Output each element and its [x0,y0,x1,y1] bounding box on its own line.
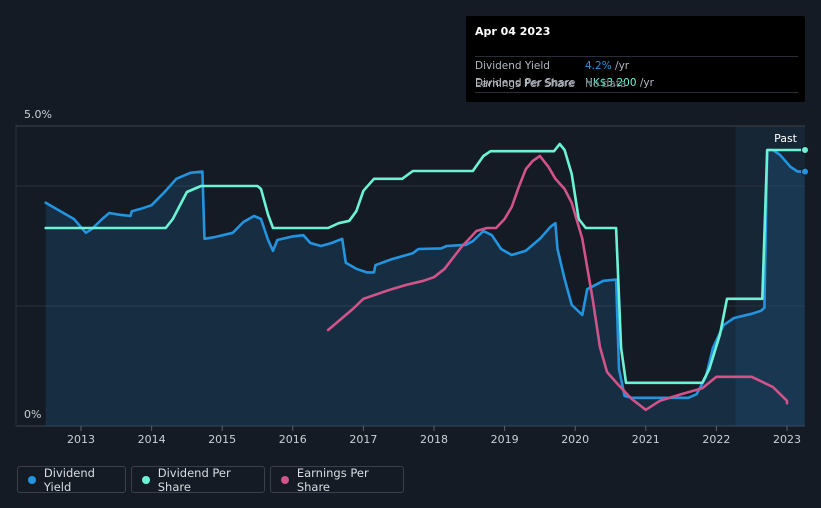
legend-dividend-per-share[interactable]: Dividend Per Share [131,465,265,494]
y-axis-bottom-label: 0% [24,408,41,421]
tooltip-row-dividend-yield: Dividend Yield 4.2% /yr [475,56,798,75]
series-line-earnings-per-share [326,154,789,412]
x-axis-ticks: 2013 2014 2015 2016 2017 2018 2019 2020 2021 2022… [67,426,801,446]
legend-earnings-per-share[interactable]: Earnings Per Share [270,465,404,494]
x-tick-label: 2023 [773,433,801,446]
series-end-marker [801,146,809,154]
legend-dot-icon [281,475,289,484]
legend-dot-icon [28,475,36,484]
x-tick-label: 2015 [208,433,236,446]
x-tick-label: 2014 [138,433,166,446]
tooltip-date: Apr 04 2023 [475,25,551,38]
tooltip-value: 4.2% /yr [585,60,630,72]
tooltip-value: HK$3.200 /yr [585,77,654,89]
x-tick-label: 2022 [702,433,730,446]
tooltip-value: No data [585,78,627,90]
x-tick-label: 2016 [279,433,307,446]
x-tick-label: 2021 [632,433,660,446]
tooltip-row-earnings-per-share: Earnings Per Share No data [475,78,798,93]
series-line-dividend-per-share [44,142,806,385]
x-tick-label: 2020 [561,433,589,446]
past-label: Past [774,132,798,145]
legend-dividend-yield[interactable]: Dividend Yield [17,465,126,494]
y-axis-top-label: 5.0% [24,108,52,121]
tooltip: Apr 04 2023 Dividend Yield 4.2% /yr Divi… [466,16,805,102]
x-tick-label: 2013 [67,433,95,446]
legend-label: Dividend Yield [43,465,95,494]
legend-label: Dividend Per Share [157,465,231,494]
legend-label: Earnings Per Share [296,465,369,494]
tooltip-label: Dividend Per Share [475,77,576,89]
legend-dot-icon [142,475,150,484]
series-group [44,142,809,426]
gridlines [15,124,805,427]
tooltip-label: Dividend Yield [475,60,550,72]
series-end-marker [801,167,809,176]
tooltip-label: Earnings Per Share [475,78,575,90]
series-area-dividend-yield [45,150,805,426]
x-tick-label: 2018 [420,433,448,446]
tooltip-row-dividend-per-share: Dividend Per Share HK$3.200 /yr [475,74,798,92]
x-tick-label: 2019 [491,433,519,446]
x-tick-label: 2017 [349,433,377,446]
